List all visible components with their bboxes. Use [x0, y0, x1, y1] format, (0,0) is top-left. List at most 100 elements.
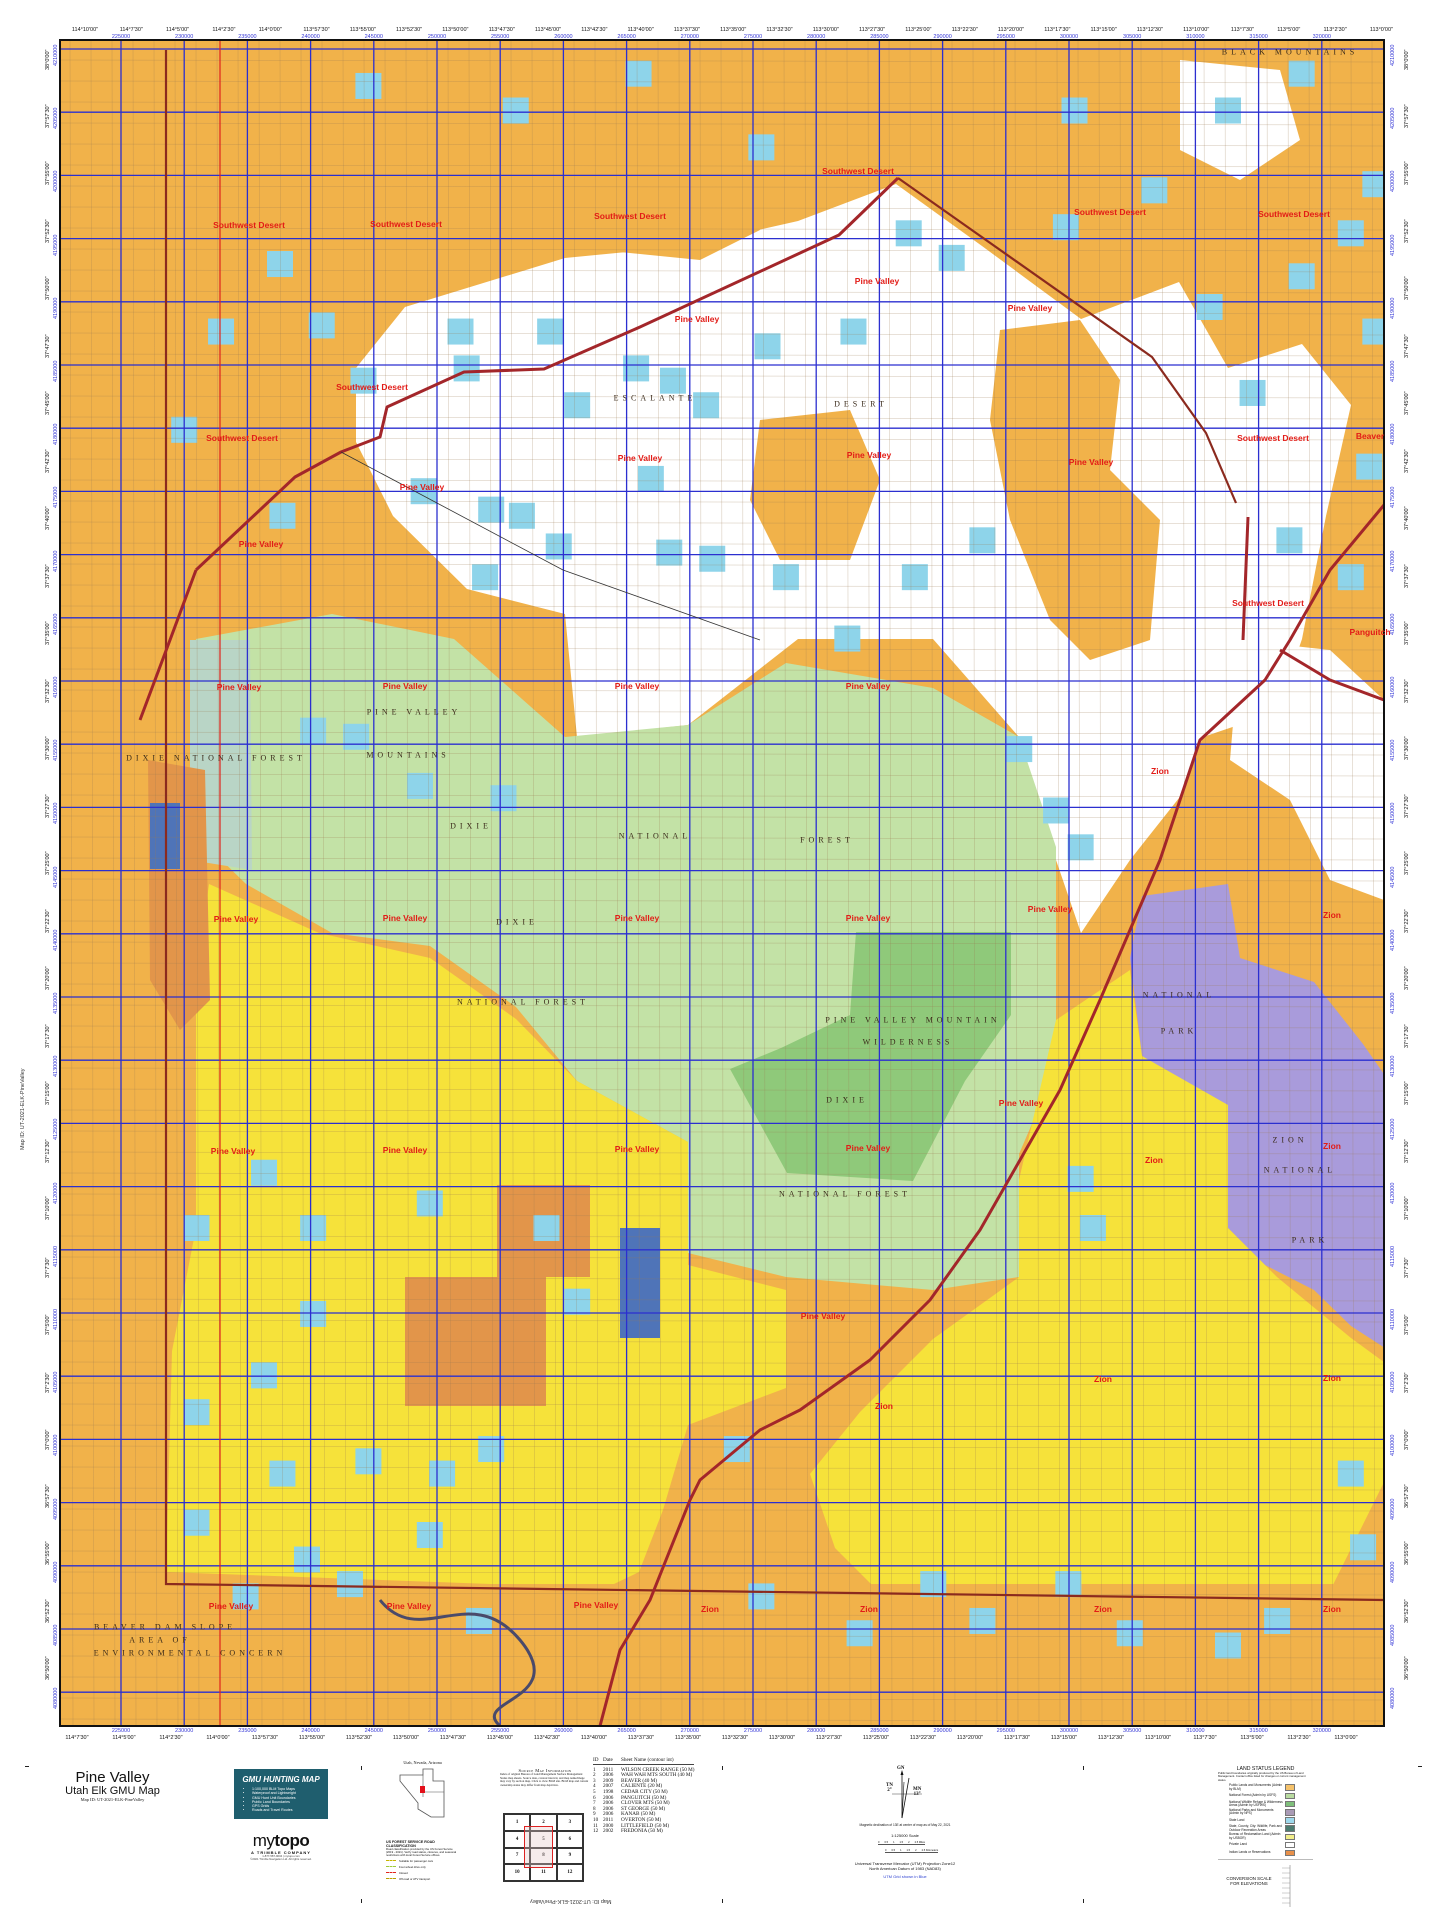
bottom-longitude-label: 113°25'00": [862, 1735, 890, 1741]
road-line-swatch: [386, 1860, 396, 1862]
sheet-id: 12: [593, 1828, 599, 1835]
state-land-parcel: [251, 1159, 278, 1186]
section-line: [1224, 40, 1229, 1726]
top-easting-label: 250000: [427, 34, 447, 40]
bottom-easting-label: 270000: [680, 1728, 699, 1734]
sheet-id: 10: [593, 1816, 599, 1823]
source-index-grid: 1 2 3 4 5 6 7 8 9 10 11 12: [503, 1813, 584, 1882]
section-line: [60, 1655, 1384, 1659]
scale-tick-label: 1: [900, 1849, 902, 1852]
section-line: [762, 40, 767, 1726]
left-latitude-label: 36°57'30": [45, 1483, 51, 1508]
left-northing-label: 4190000: [53, 297, 59, 319]
left-latitude-label: 37°30'00": [45, 736, 51, 760]
state-land-parcel: [623, 355, 650, 382]
map-feature-label: PINE VALLEY: [366, 707, 462, 717]
bottom-longitude-label: 113°7'30": [1193, 1735, 1217, 1741]
top-easting-label: 260000: [554, 34, 573, 40]
section-line: [783, 40, 788, 1726]
top-easting-label: 300000: [1059, 34, 1079, 40]
left-latitude-label: 37°10'00": [45, 1196, 51, 1220]
state-land-parcel: [416, 1190, 443, 1217]
left-latitude-label: 37°37'30": [45, 563, 51, 588]
top-easting-label: 285000: [870, 34, 889, 40]
state-land-parcel: [1116, 1620, 1143, 1647]
sheet-row: 5 1998 CEDAR CITY (50 M): [593, 1788, 694, 1796]
state-land-parcel: [266, 251, 293, 278]
legend-swatch: [1285, 1825, 1295, 1832]
section-line: [60, 1235, 1384, 1239]
sheet-name: ST GEORGE (50 M): [621, 1805, 666, 1812]
bottom-longitude-label: 114°5'00": [112, 1735, 136, 1741]
left-northing-label: 4170000: [53, 550, 59, 572]
map-feature-label: MOUNTAINS: [366, 750, 450, 760]
crop-mark: [361, 1899, 362, 1903]
gmu-unit-label: Pine Valley: [845, 1143, 891, 1153]
sheet-name: FREDONIA (50 M): [621, 1828, 663, 1835]
sheet-row: 8 2006 ST GEORGE (50 M): [593, 1805, 694, 1813]
section-line: [279, 40, 284, 1726]
sheet-row: 4 2007 CALIENTE (20 M): [593, 1784, 694, 1790]
section-line: [60, 143, 1384, 147]
gmu-unit-label: Zion: [875, 1401, 893, 1411]
sheet-row: 10 2011 OVERTON (50 M): [593, 1816, 694, 1824]
right-northing-label: 4185000: [1390, 360, 1396, 382]
gmu-bullet: 1:100,000 BLM Topo Maps: [252, 1787, 328, 1791]
sheet-date: 2009: [603, 1777, 614, 1784]
legend-item: Indian Lands or Reservations: [1229, 1849, 1295, 1857]
sheet-row: 6 2006 PANGUITCH (50 M): [593, 1795, 694, 1802]
legend-swatch: [1285, 1841, 1295, 1849]
gmu-unit-label: Pine Valley: [614, 913, 660, 923]
state-land-parcel: [533, 1215, 560, 1241]
gmu-unit-label: Zion: [1145, 1155, 1163, 1165]
legend-swatch: [1285, 1792, 1295, 1800]
section-line: [1287, 40, 1292, 1726]
section-line: [342, 40, 347, 1726]
bottom-easting-label: 255000: [491, 1728, 510, 1734]
index-cell: 3: [556, 1814, 583, 1831]
brand-address: 1-877-587-9004 | mytopo.com: [262, 1854, 300, 1858]
map-feature-label: DIXIE: [826, 1095, 868, 1105]
section-line: [60, 1634, 1384, 1638]
scale-bar-miles: 0 0.5 1 1.5 2 2.5 Miles: [878, 1841, 925, 1845]
right-northing-label: 4130000: [1390, 1055, 1396, 1078]
right-latitude-label: 37°17'30": [1404, 1023, 1410, 1048]
scale-tick-label: 0: [878, 1841, 880, 1844]
top-longitude-label: 113°2'30": [1323, 27, 1347, 33]
sheet-header: ID Date Sheet Name (contour int): [593, 1757, 695, 1765]
state-land-parcel: [1288, 263, 1315, 290]
bottom-easting-label: 305000: [1123, 1728, 1142, 1734]
section-line: [60, 185, 1384, 189]
section-line: [678, 40, 683, 1726]
sheet-date: 1998: [603, 1788, 614, 1795]
gmu-unit-label: Zion: [1094, 1374, 1112, 1384]
section-line: [60, 920, 1384, 924]
crop-mark: [1083, 1766, 1084, 1770]
state-land-parcel: [545, 533, 572, 560]
sheet-date: 2000: [603, 1822, 614, 1829]
section-line: [1035, 40, 1040, 1726]
top-longitude-label: 114°0'00": [258, 27, 282, 33]
road-class-note: Road classification provided by the US F…: [386, 1847, 457, 1858]
bottom-easting-label: 285000: [870, 1728, 889, 1734]
mn-label: MN 13°: [913, 1787, 921, 1797]
left-latitude-label: 37°22'30": [45, 908, 51, 933]
road-class-label: Four-wheel drive only: [399, 1864, 426, 1869]
gmu-bullet: GMU Hunt Unit Boundaries: [252, 1796, 328, 1800]
gmu-unit-label: Beaver: [1355, 431, 1385, 441]
gmu-unit-label: Southwest Desert: [594, 211, 666, 221]
section-line: [60, 269, 1384, 273]
header-id: ID: [593, 1757, 599, 1763]
right-latitude-label: 37°27'30": [1404, 793, 1410, 818]
legend-label: Indian Lands or Reservations: [1229, 1850, 1271, 1855]
section-line: [60, 1508, 1384, 1512]
bottom-easting-label: 275000: [743, 1728, 763, 1734]
state-land-parcel: [269, 1460, 296, 1487]
mn-deg: 13°: [913, 1792, 921, 1797]
top-easting-label: 265000: [617, 34, 636, 40]
section-line: [60, 983, 1384, 987]
left-northing-label: 4180000: [53, 423, 59, 446]
section-line: [195, 40, 200, 1726]
section-line: [60, 731, 1384, 735]
